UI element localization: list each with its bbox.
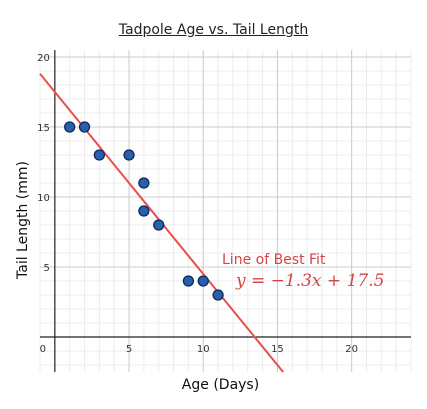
x-tick-label: 15 (271, 344, 284, 355)
data-point (123, 149, 135, 161)
data-point (138, 205, 150, 217)
x-axis-label: Age (Days) (181, 377, 260, 393)
axes (40, 50, 411, 372)
data-point (78, 121, 91, 133)
data-point (153, 219, 165, 231)
best-fit-equation: y = −1.3x + 17.5 (235, 271, 384, 291)
minor-gridlines (39, 50, 412, 372)
x-tick-label: 0 (40, 344, 46, 355)
y-axis-label: Tail Length (mm) (15, 161, 31, 279)
best-fit-label: Line of Best Fit (222, 252, 326, 268)
x-tick-label: 20 (345, 344, 358, 355)
y-tick-label: 5 (43, 263, 49, 274)
data-point (212, 289, 224, 301)
tick-labels: 0 5 10 15 20 5 10 15 20 (37, 53, 358, 355)
data-point (182, 275, 195, 287)
data-point (138, 177, 150, 189)
x-tick-label: 10 (197, 344, 210, 355)
chart-title: Tadpole Age vs. Tail Length (118, 22, 309, 38)
y-tick-label: 10 (37, 193, 50, 204)
data-point (64, 121, 76, 133)
major-gridlines (40, 50, 411, 372)
x-tick-label: 5 (126, 344, 132, 355)
data-point (197, 275, 209, 287)
data-points (64, 121, 224, 301)
data-point (93, 149, 106, 161)
y-tick-label: 15 (37, 123, 50, 134)
y-tick-label: 20 (37, 53, 50, 64)
